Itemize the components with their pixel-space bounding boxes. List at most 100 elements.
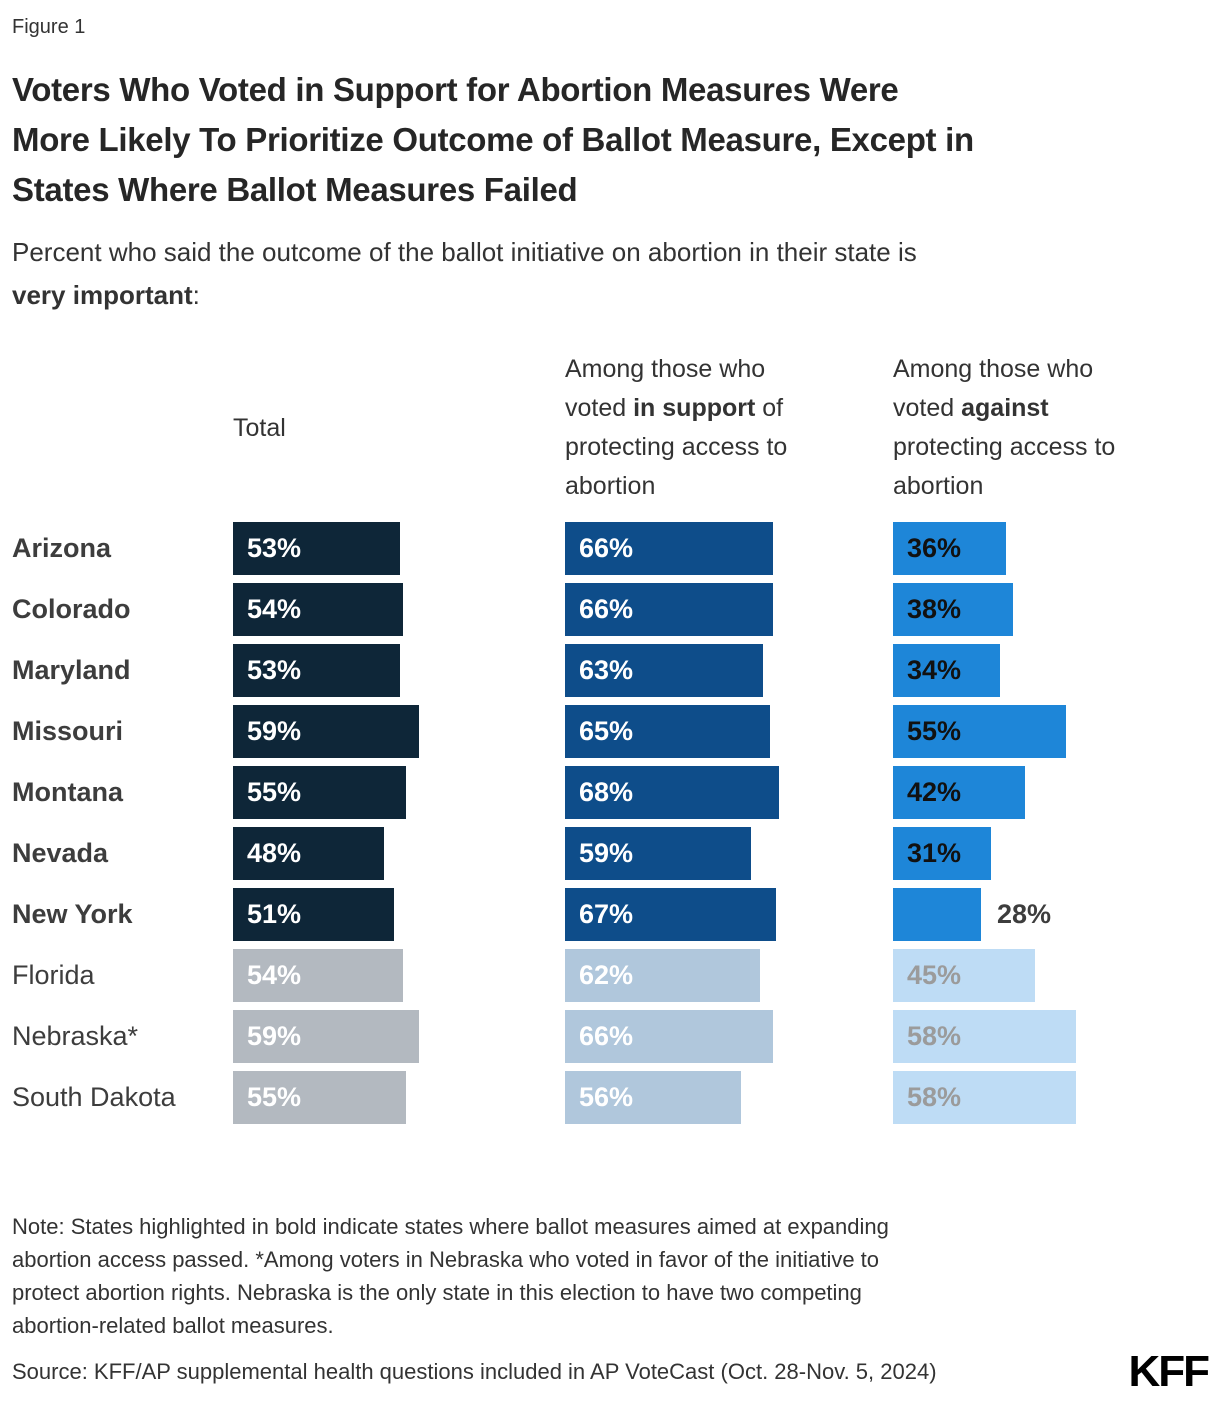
state-label: Nebraska* [12,1020,139,1051]
total-bar-cell: 48% [233,826,565,880]
column-header-line: protecting access to [893,428,1208,467]
against-bar-cell: 42% [893,765,1208,819]
support-bar-cell: 66% [565,582,893,636]
note-line: abortion-related ballot measures. [12,1312,334,1338]
bar-value-label: 55% [247,776,302,807]
bar-value-label: 68% [579,776,634,807]
column-header-line: protecting access to [565,428,893,467]
bar-value-label: 55% [247,1081,302,1112]
table-row: South Dakota 55% 56% 58% [12,1070,1208,1132]
chart-title: Voters Who Voted in Support for Abortion… [12,65,1208,215]
against-bar-cell: 34% [893,643,1208,697]
bar-value-label: 66% [579,593,634,624]
bar-value-label: 34% [907,654,962,685]
column-header-line: Among those who [893,350,1208,389]
bar-value-label: 45% [907,959,962,990]
support-bar-cell: 63% [565,643,893,697]
column-header-emphasis: against [961,393,1049,422]
chart-subtitle-line: very important: [12,274,1208,316]
bar-total: 54% [233,948,403,1002]
chart-title-line: More Likely To Prioritize Outcome of Bal… [12,121,974,159]
table-row: Nevada 48% 59% 31% [12,826,1208,888]
total-bar-cell: 53% [233,643,565,697]
figure-label: Figure 1 [12,16,86,38]
state-label: Arizona [12,532,112,563]
bar-against: 45% [893,948,1035,1002]
state-label: Florida [12,959,95,990]
total-bar-cell: 55% [233,765,565,819]
support-bar-cell: 65% [565,704,893,758]
column-header-text: Among those who [565,354,766,383]
bar-value-label: 31% [907,837,962,868]
bar-value-label: 42% [907,776,962,807]
bar-support: 59% [565,826,751,880]
column-header-text: abortion [565,471,656,500]
column-header-text: protecting access to [565,432,788,461]
bar-value-label: 63% [579,654,634,685]
column-header-text: protecting access to [893,432,1116,461]
bar-against: 55% [893,704,1066,758]
bar-against: 58% [893,1009,1076,1063]
bar-value-label: 54% [247,959,302,990]
bar-total: 59% [233,1009,419,1063]
support-bar-cell: 66% [565,1009,893,1063]
bar-value-label: 36% [907,532,962,563]
bar-value-label: 53% [247,654,302,685]
bar-support: 56% [565,1070,741,1124]
source-text: Source: KFF/AP supplemental health quest… [12,1358,937,1384]
bar-value-label: 54% [247,593,302,624]
note-line: abortion access passed. *Among voters in… [12,1246,880,1272]
table-row: Nebraska* 59% 66% 58% [12,1009,1208,1071]
column-header-text: of [755,393,784,422]
bar-total: 51% [233,887,394,941]
chart-rows: Arizona 53% 66% 36% Colorado 54% 6 [12,521,1208,1132]
note-text: Note: States highlighted in bold indicat… [12,1210,1208,1342]
state-label: Nevada [12,837,109,868]
support-bar-cell: 59% [565,826,893,880]
bar-support: 66% [565,582,773,636]
bar-support: 63% [565,643,763,697]
chart-subtitle-line: Percent who said the outcome of the ball… [12,231,1208,273]
state-label: South Dakota [12,1081,176,1112]
bar-against: 31% [893,826,991,880]
bar-support: 68% [565,765,779,819]
column-header-total-label: Total [233,414,286,443]
bar-value-label: 58% [907,1020,962,1051]
chart-title-line: States Where Ballot Measures Failed [12,171,578,209]
bar-total: 55% [233,765,406,819]
bar-value-label: 59% [579,837,634,868]
bar-value-label: 58% [907,1081,962,1112]
total-bar-cell: 53% [233,521,565,575]
column-header-line: voted against [893,389,1208,428]
column-headers: Total Among those who voted in support of… [12,350,1208,508]
chart-subtitle-text: Percent who said the outcome of the ball… [12,237,917,268]
bar-value-label-outside: 28% [997,898,1052,929]
column-header-emphasis: in support [633,393,756,422]
state-label: Maryland [12,654,131,685]
bar-value-label: 53% [247,532,302,563]
bar-value-label: 62% [579,959,634,990]
bar-value-label: 55% [907,715,962,746]
column-header-text: abortion [893,471,984,500]
bar-value-label: 67% [579,898,634,929]
bar-support: 67% [565,887,776,941]
bar-total: 53% [233,521,400,575]
against-bar-cell: 36% [893,521,1208,575]
bar-against: 38% [893,582,1013,636]
state-label: New York [12,898,133,929]
bar-value-label: 59% [247,1020,302,1051]
against-bar-cell: 28% [893,887,1208,941]
note-line: Note: States highlighted in bold indicat… [12,1213,889,1239]
column-header-text: Among those who [893,354,1094,383]
bar-total: 55% [233,1070,406,1124]
bar-support: 66% [565,1009,773,1063]
chart-title-line: Voters Who Voted in Support for Abortion… [12,71,899,108]
bar-support: 62% [565,948,760,1002]
state-column-spacer [12,350,233,508]
total-bar-cell: 54% [233,948,565,1002]
against-bar-cell: 38% [893,582,1208,636]
table-row: Missouri 59% 65% 55% [12,704,1208,766]
bar-value-label: 59% [247,715,302,746]
support-bar-cell: 62% [565,948,893,1002]
support-bar-cell: 56% [565,1070,893,1124]
